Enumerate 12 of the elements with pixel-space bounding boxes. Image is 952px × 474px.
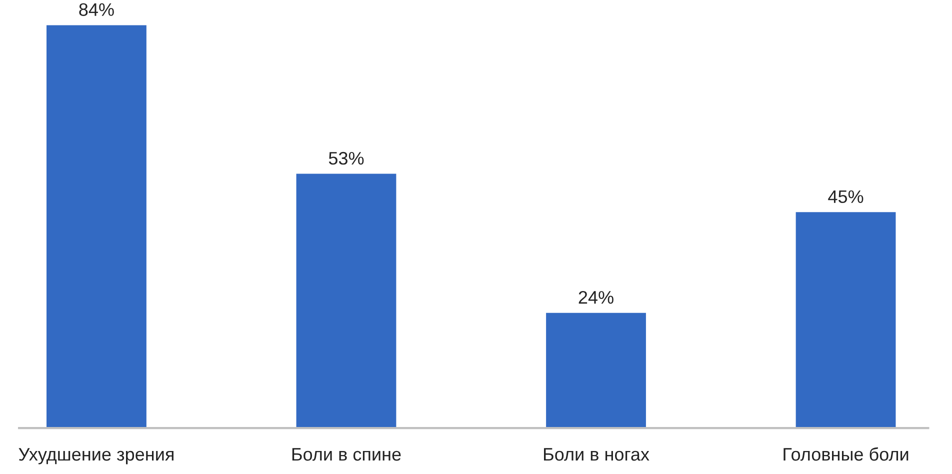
x-tick-label: Боли в ногах — [544, 448, 650, 461]
bar — [296, 174, 396, 428]
bar — [796, 212, 896, 428]
x-tick-label: Ухудшение зрения — [18, 448, 174, 464]
bar — [546, 312, 646, 428]
bar — [46, 25, 146, 428]
data-label: 45% — [828, 190, 864, 204]
x-tick-label: Головные боли — [784, 447, 908, 461]
data-label: 24% — [578, 291, 614, 304]
data-label: 84% — [79, 3, 114, 16]
x-tick-label: Боли в спине — [292, 448, 401, 461]
data-label: 53% — [328, 152, 364, 165]
